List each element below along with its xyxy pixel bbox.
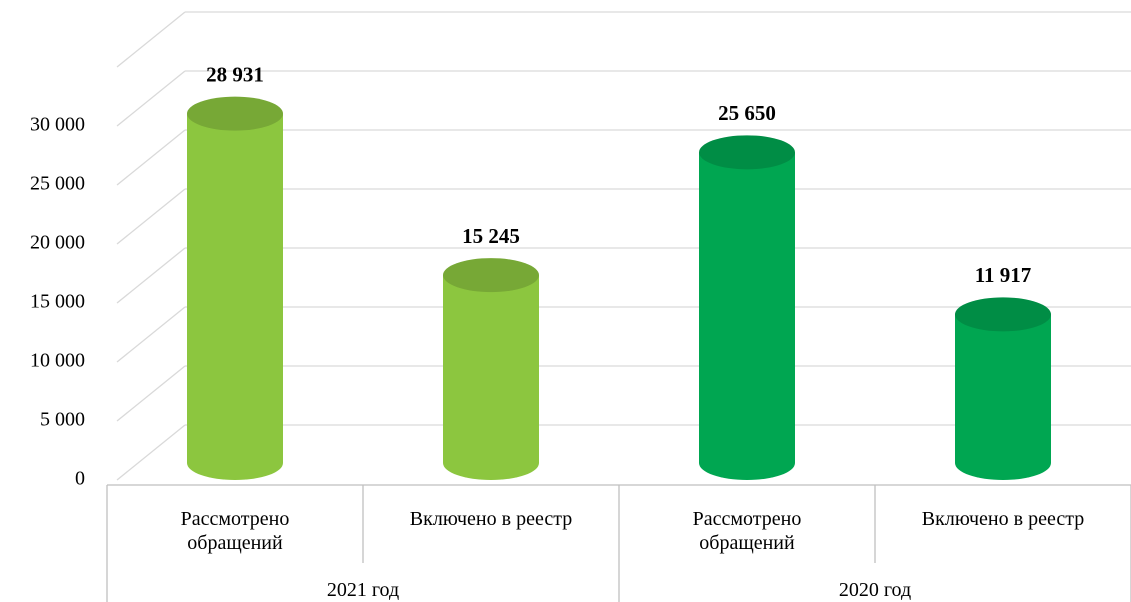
y-tick-label: 20 000	[30, 232, 85, 254]
group-label: 2020 год	[838, 579, 912, 601]
cylinder-top	[699, 135, 795, 170]
grid-line	[116, 129, 186, 186]
y-tick-label: 30 000	[30, 114, 85, 136]
y-tick-label: 15 000	[30, 291, 85, 313]
x-tick-label: Рассмотрено обращений	[692, 508, 802, 554]
data-label: 25 650	[718, 101, 776, 125]
data-label: 28 931	[206, 62, 264, 86]
grid-line	[116, 70, 186, 127]
cylinder-top	[443, 258, 539, 293]
data-label: 15 245	[462, 224, 520, 248]
group-label: 2021 год	[326, 579, 400, 601]
cylinder-top	[955, 297, 1051, 332]
cylinder	[443, 275, 539, 480]
cylinder	[699, 152, 795, 480]
grid-line	[116, 306, 186, 363]
y-tick-label: 0	[75, 468, 85, 490]
grid-line	[116, 188, 186, 245]
cylinder	[955, 314, 1051, 480]
y-tick-label: 10 000	[30, 350, 85, 372]
cylinder	[187, 113, 283, 480]
grid-line	[116, 247, 186, 304]
grid-line	[116, 11, 186, 68]
y-tick-label: 5 000	[40, 409, 85, 431]
x-tick-label: Рассмотрено обращений	[180, 508, 290, 554]
x-tick-label: Включено в реестр	[409, 508, 573, 530]
grid-line	[116, 424, 186, 481]
x-tick-label: Включено в реестр	[921, 508, 1085, 530]
data-label: 11 917	[975, 263, 1032, 287]
grid-line	[116, 365, 186, 422]
cylinder-top	[187, 96, 283, 131]
y-tick-label: 25 000	[30, 173, 85, 195]
